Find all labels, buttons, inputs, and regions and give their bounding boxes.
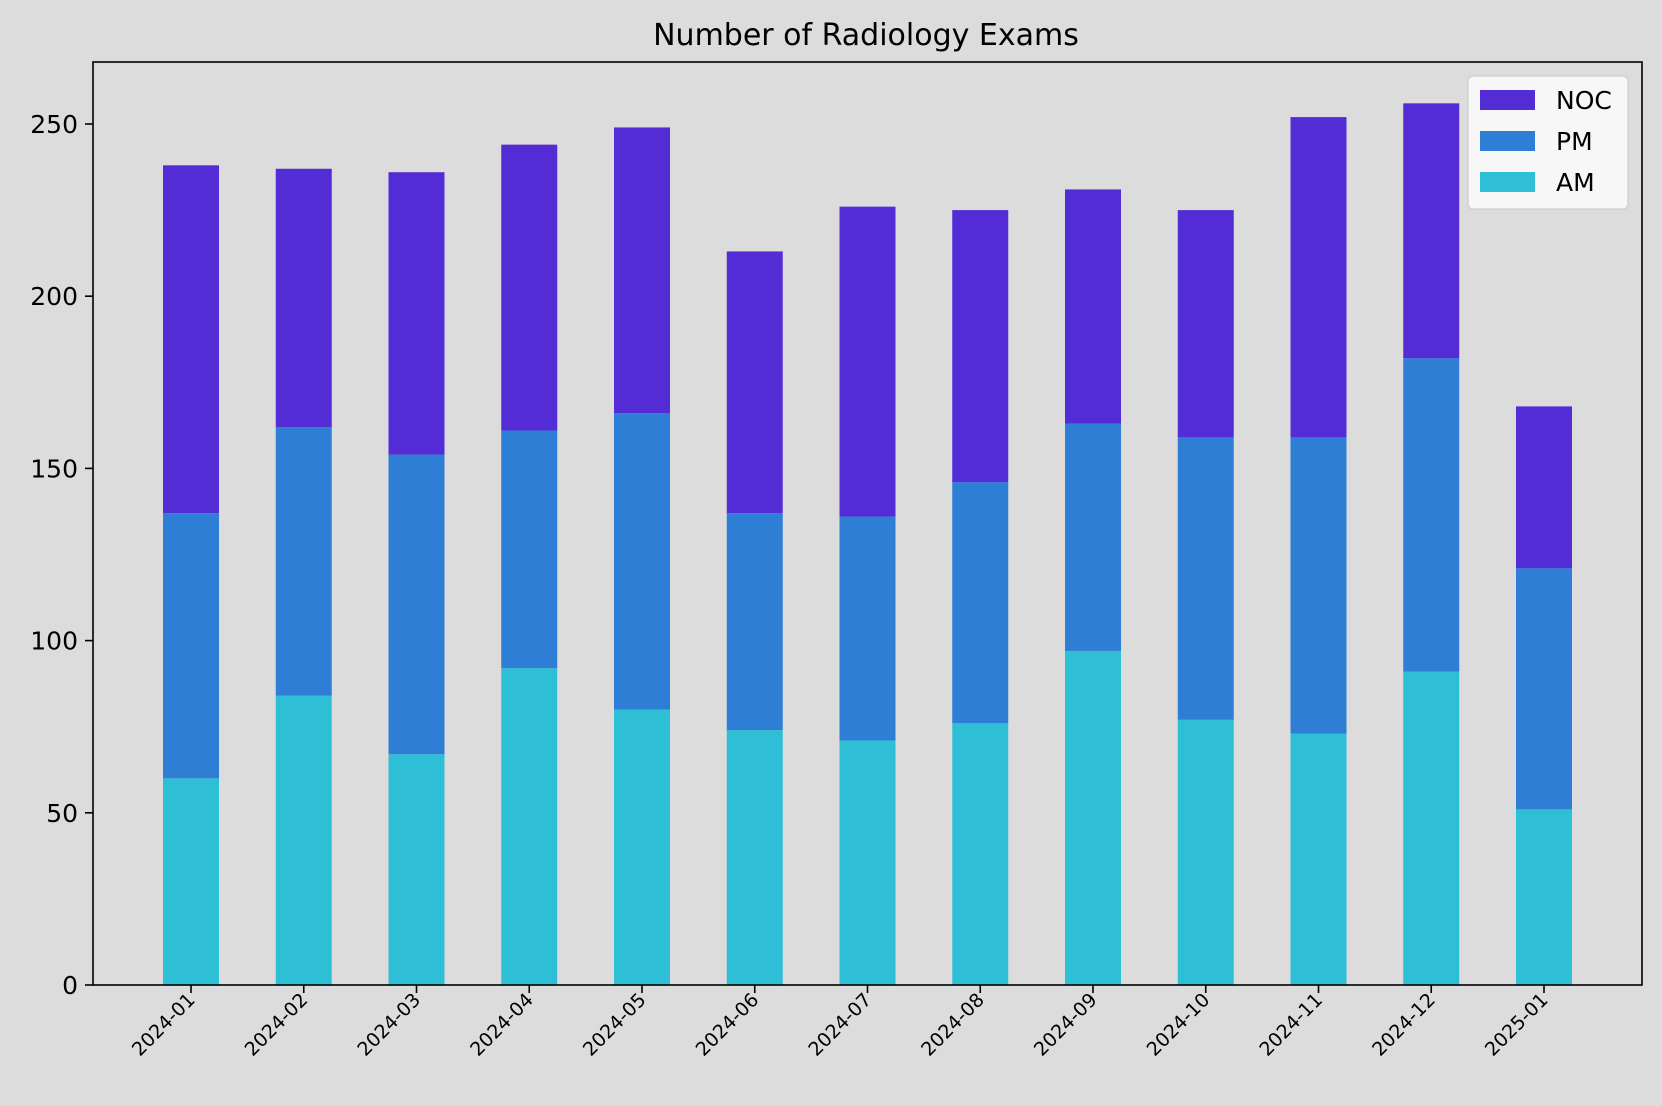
bar-pm-2024-03: [388, 454, 445, 755]
bar-pm-2024-10: [1177, 437, 1234, 720]
y-tick-label: 100: [30, 627, 78, 656]
legend-swatch-pm: [1480, 131, 1535, 151]
bar-am-2024-05: [614, 709, 670, 985]
bar-am-2024-06: [726, 730, 783, 985]
x-tick-label: 2024-11: [1255, 989, 1327, 1061]
bar-pm-2024-11: [1290, 437, 1347, 734]
bar-pm-2024-08: [952, 482, 1009, 724]
bar-pm-2024-07: [839, 516, 896, 741]
bar-am-2024-07: [839, 740, 896, 985]
legend-swatch-am: [1480, 172, 1535, 192]
bar-am-2024-02: [275, 695, 332, 985]
bar-noc-2024-03: [388, 172, 445, 455]
bar-am-2024-03: [388, 754, 445, 985]
x-tick-label: 2024-05: [579, 989, 651, 1061]
legend-label-noc: NOC: [1556, 86, 1612, 115]
bar-am-2025-01: [1516, 809, 1572, 985]
bar-pm-2025-01: [1516, 568, 1572, 810]
x-tick-label: 2024-06: [692, 989, 764, 1061]
bar-noc-2024-10: [1177, 210, 1234, 438]
bar-noc-2024-09: [1065, 189, 1121, 424]
bar-pm-2024-12: [1403, 358, 1460, 672]
bar-noc-2024-11: [1290, 117, 1347, 438]
bar-am-2024-11: [1290, 733, 1347, 985]
y-tick-label: 0: [62, 971, 78, 1000]
bar-pm-2024-06: [726, 513, 783, 731]
bar-am-2024-10: [1177, 719, 1234, 985]
bar-noc-2024-08: [952, 210, 1009, 483]
bar-am-2024-04: [501, 668, 558, 985]
y-tick-label: 200: [30, 282, 78, 311]
x-tick-label: 2024-12: [1368, 989, 1440, 1061]
bar-noc-2024-01: [163, 165, 219, 514]
legend-swatch-noc: [1480, 90, 1535, 110]
x-tick-label: 2025-01: [1481, 989, 1553, 1061]
bar-pm-2024-01: [163, 513, 219, 779]
x-tick-label: 2024-01: [128, 989, 200, 1061]
bar-noc-2024-12: [1403, 103, 1460, 359]
y-tick-label: 250: [30, 110, 78, 139]
bar-am-2024-12: [1403, 671, 1460, 985]
x-tick-label: 2024-07: [804, 989, 876, 1061]
bar-pm-2024-04: [501, 430, 558, 669]
bar-noc-2025-01: [1516, 406, 1572, 569]
x-tick-label: 2024-02: [241, 989, 313, 1061]
x-tick-label: 2024-09: [1030, 989, 1102, 1061]
y-tick-label: 150: [30, 454, 78, 483]
bar-pm-2024-05: [614, 413, 670, 710]
chart-title: Number of Radiology Exams: [653, 18, 1079, 53]
bar-noc-2024-02: [275, 168, 332, 428]
bar-noc-2024-05: [614, 127, 670, 414]
bar-pm-2024-09: [1065, 423, 1121, 651]
x-tick-label: 2024-03: [353, 989, 425, 1061]
y-tick-label: 50: [46, 799, 78, 828]
bar-am-2024-09: [1065, 650, 1121, 985]
bar-noc-2024-04: [501, 144, 558, 431]
bar-noc-2024-06: [726, 251, 783, 514]
x-tick-label: 2024-08: [917, 989, 989, 1061]
legend-label-am: AM: [1556, 168, 1595, 197]
x-tick-label: 2024-04: [466, 989, 538, 1061]
bar-pm-2024-02: [275, 427, 332, 696]
legend-label-pm: PM: [1556, 127, 1593, 156]
bar-am-2024-01: [163, 778, 219, 985]
x-tick-label: 2024-10: [1143, 989, 1215, 1061]
bar-am-2024-08: [952, 723, 1009, 985]
bar-noc-2024-07: [839, 206, 896, 517]
